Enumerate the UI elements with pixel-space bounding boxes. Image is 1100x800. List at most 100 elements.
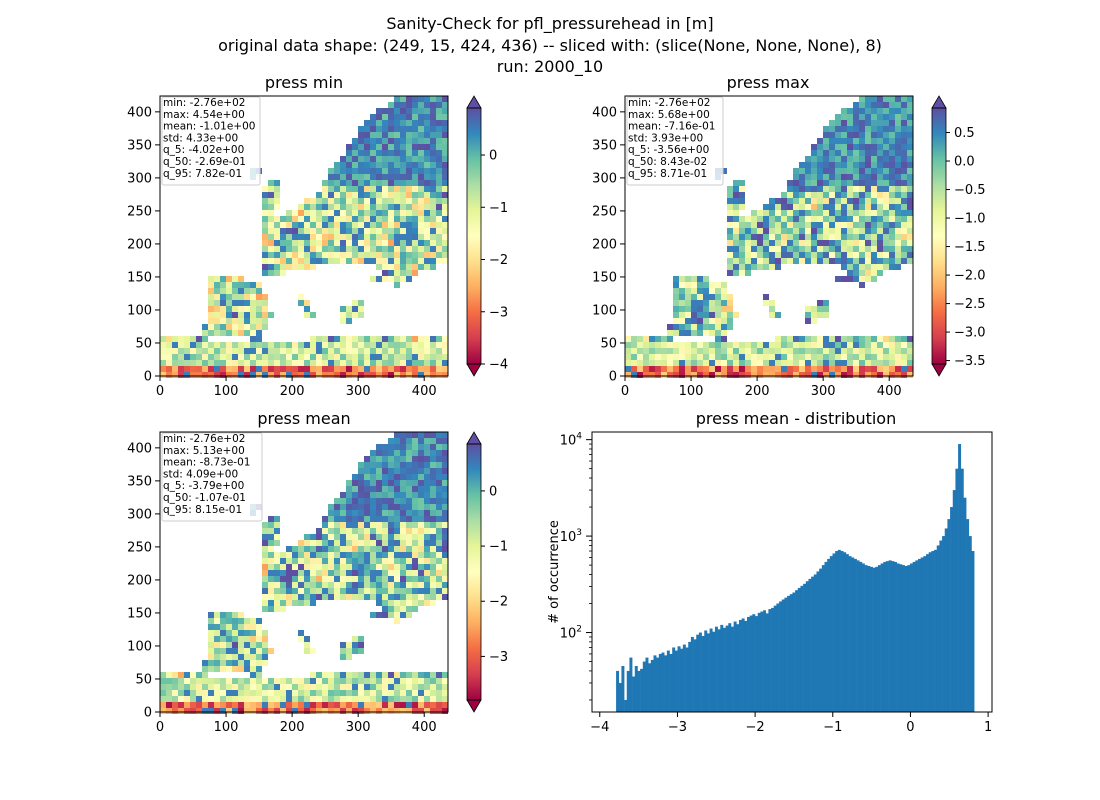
heatmap-cell (805, 336, 811, 342)
heatmap-cell (727, 372, 733, 378)
heatmap-cell (382, 486, 388, 492)
heatmap-cell (685, 372, 691, 378)
heatmap-cell (268, 258, 274, 264)
heatmap-cell (298, 690, 304, 696)
y-tick-label: 100 (127, 303, 152, 318)
heatmap-cell (829, 234, 835, 240)
heatmap-cell (322, 588, 328, 594)
heatmap-cell (226, 330, 232, 336)
heatmap-cell (178, 678, 184, 684)
heatmap-cell (865, 186, 871, 192)
heatmap-cell (238, 354, 244, 360)
heatmap-cell (799, 336, 805, 342)
heatmap-cell (400, 138, 406, 144)
heatmap-cell (214, 618, 220, 624)
heatmap-cell (370, 162, 376, 168)
heatmap-cell (262, 264, 268, 270)
heatmap-cell (757, 372, 763, 378)
heatmap-cell (424, 174, 430, 180)
heatmap-cell (715, 366, 721, 372)
heatmap-cell (352, 342, 358, 348)
heatmap-cell (262, 522, 268, 528)
heatmap-cell (334, 576, 340, 582)
heatmap-cell (262, 216, 268, 222)
histogram-bar (829, 556, 833, 712)
heatmap-cell (649, 354, 655, 360)
heatmap-cell (805, 366, 811, 372)
heatmap-cell (424, 258, 430, 264)
heatmap-cell (847, 192, 853, 198)
heatmap-cell (196, 372, 202, 378)
heatmap-cell (268, 246, 274, 252)
heatmap-cell (382, 372, 388, 378)
heatmap-cell (352, 684, 358, 690)
heatmap-cell (877, 360, 883, 366)
heatmap-cell (679, 348, 685, 354)
colorbar-min-extend (466, 363, 482, 377)
heatmap-cell (202, 336, 208, 342)
heatmap-cell (262, 324, 268, 330)
heatmap-cell (865, 192, 871, 198)
heatmap-cell (907, 372, 913, 378)
heatmap-cell (709, 372, 715, 378)
heatmap-cell (310, 204, 316, 210)
heatmap-cell (406, 534, 412, 540)
heatmap-cell (382, 558, 388, 564)
heatmap-cell (280, 576, 286, 582)
colorbar-tick-label: 0.0 (954, 155, 975, 170)
heatmap-cell (883, 156, 889, 162)
heatmap-cell (400, 216, 406, 222)
heatmap-cell (715, 336, 721, 342)
heatmap-cell (358, 672, 364, 678)
heatmap-cell (220, 372, 226, 378)
heatmap-cell (889, 150, 895, 156)
heatmap-cell (340, 246, 346, 252)
heatmap-cell (829, 342, 835, 348)
heatmap-cell (769, 228, 775, 234)
histogram-bar (664, 655, 668, 712)
heatmap-cell (208, 660, 214, 666)
heatmap-cell (232, 372, 238, 378)
heatmap-cell (328, 582, 334, 588)
heatmap-cell (400, 342, 406, 348)
heatmap-cell (190, 672, 196, 678)
heatmap-cell (883, 186, 889, 192)
heatmap-cell (394, 594, 400, 600)
heatmap-cell (436, 702, 442, 708)
histogram-bar (926, 554, 930, 712)
heatmap-cell (871, 360, 877, 366)
heatmap-cell (895, 264, 901, 270)
heatmap-cell (847, 348, 853, 354)
heatmap-cell (208, 654, 214, 660)
heatmap-cell (394, 474, 400, 480)
heatmap-cell (853, 276, 859, 282)
heatmap-cell (310, 336, 316, 342)
heatmap-cell (424, 252, 430, 258)
heatmap-cell (406, 612, 412, 618)
heatmap-cell (430, 348, 436, 354)
heatmap-cell (292, 222, 298, 228)
histogram-bar (851, 557, 855, 712)
heatmap-cell (340, 210, 346, 216)
heatmap-cell (370, 276, 376, 282)
heatmap-cell (841, 240, 847, 246)
heatmap-cell (256, 288, 262, 294)
heatmap-cell (823, 252, 829, 258)
heatmap-cell (352, 540, 358, 546)
heatmap-cell (442, 168, 448, 174)
heatmap-cell (430, 162, 436, 168)
heatmap-cell (394, 468, 400, 474)
heatmap-cell (382, 600, 388, 606)
heatmap-cell (364, 126, 370, 132)
heatmap-cell (817, 174, 823, 180)
heatmap-cell (859, 168, 865, 174)
heatmap-cell (268, 564, 274, 570)
heatmap-cell (442, 216, 448, 222)
heatmap-cell (178, 684, 184, 690)
heatmap-cell (370, 246, 376, 252)
heatmap-cell (346, 540, 352, 546)
heatmap-cell (685, 312, 691, 318)
heatmap-cell (691, 330, 697, 336)
heatmap-cell (214, 372, 220, 378)
heatmap-cell (256, 336, 262, 342)
